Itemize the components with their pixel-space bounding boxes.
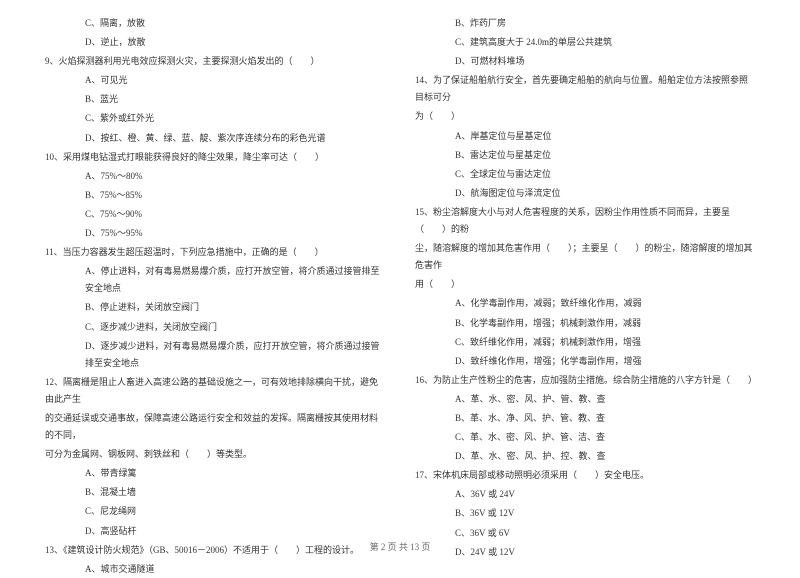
answer-option: D、75%～95%: [45, 225, 385, 242]
answer-option: B、75%～85%: [45, 187, 385, 204]
answer-option: B、36V 或 12V: [415, 505, 755, 522]
answer-option: B、革、水、净、风、护、管、教、查: [415, 410, 755, 427]
page-footer: 第 2 页 共 13 页: [0, 540, 800, 553]
answer-option: D、致纤维化作用，增强；化学毒副作用，增强: [415, 353, 755, 370]
answer-option: A、75%～80%: [45, 168, 385, 185]
question-line: 10、采用煤电钻湿式打眼能获得良好的降尘效果，降尘率可达（ ）: [45, 149, 385, 166]
answer-option: B、蓝光: [45, 91, 385, 108]
answer-option: C、致纤维化作用，减弱；机械刺激作用，增强: [415, 334, 755, 351]
question-line: 11、当压力容器发生超压超温时，下列应急措施中，正确的是（ ）: [45, 244, 385, 261]
answer-option: A、革、水、密、风、护、管、教、查: [415, 391, 755, 408]
question-line: 12、隔离栅是阻止人畜进入高速公路的基础设施之一，可有效地排除横向干扰，避免由此…: [45, 374, 385, 408]
answer-option: C、紫外或红外光: [45, 110, 385, 127]
question-line: 为（ ）: [415, 108, 755, 125]
answer-option: A、可见光: [45, 72, 385, 89]
answer-option: D、逐步减少进料，对有毒易燃易爆介质，应打开放空管，将介质通过接管排至安全地点: [45, 338, 385, 372]
question-line: 17、宋体机床局部或移动照明必须采用（ ）安全电压。: [415, 467, 755, 484]
answer-option: C、隔离，放散: [45, 15, 385, 32]
answer-option: C、75%～90%: [45, 206, 385, 223]
right-column: B、炸药厂房 C、建筑高度大于 24.0m的单层公共建筑 D、可燃材料堆场 14、为了…: [400, 15, 770, 535]
answer-option: A、停止进料，对有毒易燃易爆介质，应打开放空管，将介质通过接管排至安全地点: [45, 263, 385, 297]
question-line: 可分为金属网、钢板网、刺铁丝和（ ）等类型。: [45, 446, 385, 463]
answer-option: C、尼龙绳网: [45, 503, 385, 520]
question-line: 16、为防止生产性粉尘的危害，应加强防尘措施。综合防尘措施的八字方针是（ ）: [415, 372, 755, 389]
question-line: 用（ ）: [415, 276, 755, 293]
answer-option: B、混凝土墙: [45, 484, 385, 501]
left-column: C、隔离，放散 D、逆止，放散 9、火焰探测器利用光电效应探测火灾，主要探测火焰发出…: [30, 15, 400, 535]
answer-option: A、带青绿篱: [45, 465, 385, 482]
answer-option: D、航海图定位与泽流定位: [415, 185, 755, 202]
answer-option: D、可燃材料堆场: [415, 53, 755, 70]
answer-option: A、化学毒副作用，减弱；致纤维化作用，减弱: [415, 295, 755, 312]
answer-option: C、全球定位与雷达定位: [415, 166, 755, 183]
question-line: 尘，随溶解度的增加其危害作用（ ）；主要呈（ ）的粉尘，随溶解度的增加其危害作: [415, 240, 755, 274]
question-line: 14、为了保证船舶航行安全，首先要确定船舶的航向与位置。船舶定位方法按照参照目标…: [415, 72, 755, 106]
answer-option: A、岸基定位与星基定位: [415, 128, 755, 145]
answer-option: C、逐步减少进料，关闭放空阀门: [45, 319, 385, 336]
question-line: 9、火焰探测器利用光电效应探测火灾，主要探测火焰发出的（ ）: [45, 53, 385, 70]
answer-option: B、化学毒副作用，增强；机械刺激作用，减弱: [415, 315, 755, 332]
answer-option: D、高竖砧杆: [45, 523, 385, 540]
answer-option: B、停止进料，关闭放空阀门: [45, 299, 385, 316]
answer-option: C、建筑高度大于 24.0m的单层公共建筑: [415, 34, 755, 51]
answer-option: A、城市交通隧道: [45, 561, 385, 578]
answer-option: D、逆止，放散: [45, 34, 385, 51]
answer-option: C、革、水、密、风、护、管、洁、查: [415, 429, 755, 446]
answer-option: A、36V 或 24V: [415, 486, 755, 503]
question-line: 15、粉尘溶解度大小与对人危害程度的关系，因粉尘作用性质不同而异，主要呈（ ）的…: [415, 204, 755, 238]
question-line: 的交通延误或交通事故，保障高速公路运行安全和效益的发挥。隔离栅按其使用材料的不同…: [45, 410, 385, 444]
answer-option: D、按红、橙、黄、绿、蓝、靛、紫次序连续分布的彩色光谱: [45, 130, 385, 147]
answer-option: D、革、水、密、风、护、控、教、查: [415, 448, 755, 465]
answer-option: B、炸药厂房: [415, 15, 755, 32]
page-container: C、隔离，放散 D、逆止，放散 9、火焰探测器利用光电效应探测火灾，主要探测火焰发出…: [0, 0, 800, 565]
answer-option: B、雷达定位与星基定位: [415, 147, 755, 164]
